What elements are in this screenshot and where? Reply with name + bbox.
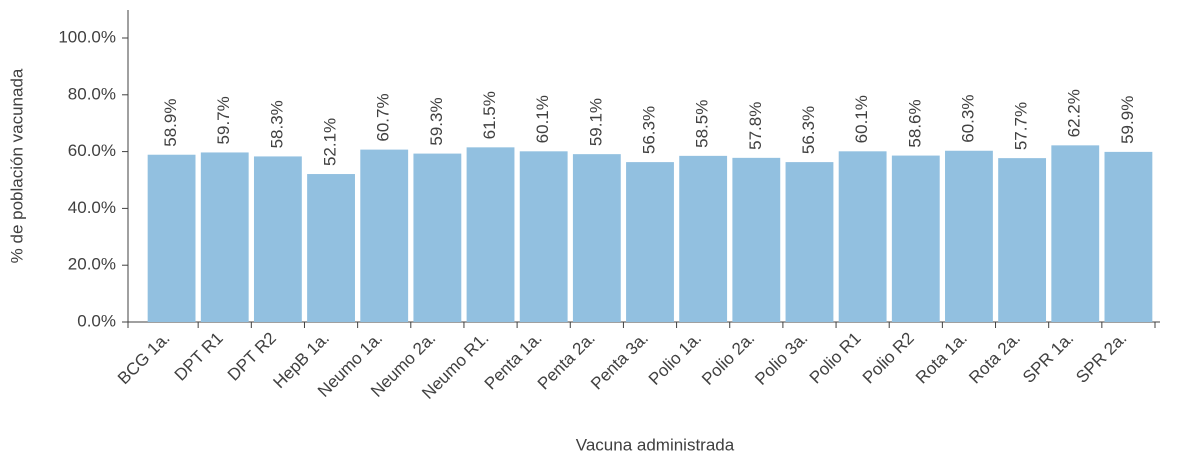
value-label: 57.8% bbox=[746, 102, 765, 150]
bar bbox=[572, 154, 621, 322]
y-tick-label: 0.0% bbox=[77, 311, 116, 330]
x-tick-label: Polio 2a. bbox=[698, 329, 758, 389]
x-tick-label: Polio R1 bbox=[806, 329, 865, 388]
bar bbox=[1104, 151, 1153, 322]
x-tick-label: Penta 3a. bbox=[587, 329, 652, 394]
value-label: 58.6% bbox=[905, 99, 924, 147]
y-tick-label: 60.0% bbox=[68, 141, 116, 160]
value-label: 60.1% bbox=[533, 95, 552, 143]
x-tick-label: Rota 2a. bbox=[965, 329, 1024, 388]
x-axis-title: Vacuna administrada bbox=[576, 435, 735, 454]
x-tick-label: Rota 1a. bbox=[912, 329, 971, 388]
value-label: 62.2% bbox=[1065, 89, 1084, 137]
x-tick-label: Polio 1a. bbox=[645, 329, 705, 389]
y-axis-title: % de población vacunada bbox=[7, 68, 26, 263]
value-label: 60.1% bbox=[852, 95, 871, 143]
y-tick-label: 40.0% bbox=[68, 198, 116, 217]
value-label: 58.3% bbox=[267, 100, 286, 148]
bar bbox=[307, 174, 355, 322]
x-tick-label: BCG 1a. bbox=[114, 329, 174, 389]
bar bbox=[413, 153, 462, 322]
value-label: 52.1% bbox=[321, 118, 340, 166]
bar bbox=[732, 157, 781, 322]
bar bbox=[785, 162, 834, 322]
bar bbox=[626, 162, 674, 322]
value-label: 60.7% bbox=[374, 93, 393, 141]
bar bbox=[200, 152, 249, 322]
value-label: 57.7% bbox=[1012, 102, 1031, 150]
value-label: 59.3% bbox=[427, 97, 446, 145]
y-tick-label: 20.0% bbox=[68, 255, 116, 274]
bar bbox=[253, 156, 302, 322]
x-tick-label: Polio 3a. bbox=[751, 329, 811, 389]
x-tick-label: SPR 1a. bbox=[1019, 329, 1077, 387]
x-tick-label: Polio R2 bbox=[859, 329, 918, 388]
bar bbox=[945, 150, 993, 322]
value-label: 61.5% bbox=[480, 91, 499, 139]
y-tick-label: 80.0% bbox=[68, 84, 116, 103]
bar bbox=[519, 151, 568, 322]
bar bbox=[466, 147, 515, 322]
y-tick-label: 100.0% bbox=[58, 27, 116, 46]
bar bbox=[891, 155, 940, 322]
bar bbox=[998, 158, 1047, 322]
value-label: 56.3% bbox=[639, 106, 658, 154]
value-label: 58.9% bbox=[161, 99, 180, 147]
bar bbox=[1051, 145, 1100, 322]
value-label: 59.9% bbox=[1118, 96, 1137, 144]
value-label: 59.7% bbox=[214, 96, 233, 144]
x-tick-label: DPT R1 bbox=[171, 329, 227, 385]
bar bbox=[838, 151, 887, 322]
value-label: 56.3% bbox=[799, 106, 818, 154]
value-label: 59.1% bbox=[586, 98, 605, 146]
value-label: 58.5% bbox=[693, 100, 712, 148]
x-tick-label: Penta 2a. bbox=[534, 329, 599, 394]
bar bbox=[360, 149, 409, 322]
bar bbox=[147, 154, 196, 322]
x-tick-label: Penta 1a. bbox=[481, 329, 546, 394]
value-label: 60.3% bbox=[958, 95, 977, 143]
bar bbox=[679, 155, 728, 322]
x-tick-label: SPR 2a. bbox=[1072, 329, 1130, 387]
